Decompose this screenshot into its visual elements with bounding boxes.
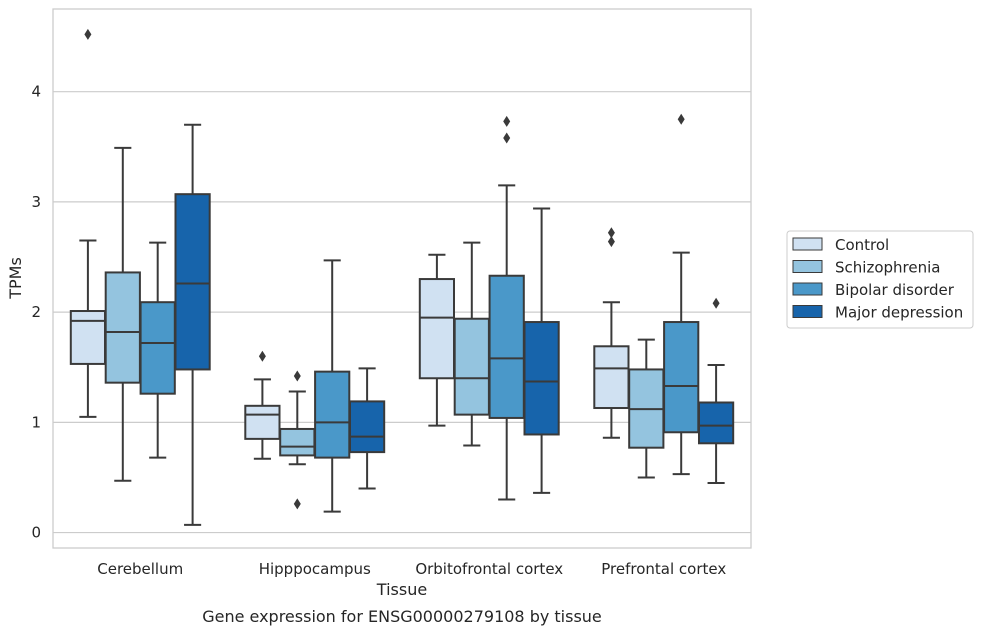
box-bipolar-disorder xyxy=(139,241,176,459)
legend-item: Bipolar disorder xyxy=(792,281,955,299)
iqr-box xyxy=(593,345,630,410)
legend-swatch xyxy=(792,282,823,296)
outlier-point xyxy=(712,297,720,309)
outlier-point xyxy=(293,370,301,382)
box-layer xyxy=(69,28,735,526)
x-axis-title: Tissue xyxy=(376,580,427,599)
iqr-box xyxy=(348,400,386,454)
iqr-box xyxy=(244,404,281,440)
legend-item: Schizophrenia xyxy=(792,259,940,277)
box-control xyxy=(244,350,281,460)
box-bipolar-disorder xyxy=(314,259,351,513)
iqr-box xyxy=(104,271,141,384)
box-schizophrenia xyxy=(453,241,490,447)
x-tick-label: Prefrontal cortex xyxy=(601,560,726,578)
outlier-point xyxy=(293,498,301,510)
box-schizophrenia xyxy=(279,370,316,510)
y-tick-label: 3 xyxy=(31,193,41,211)
iqr-box xyxy=(139,301,176,395)
figure-caption: Gene expression for ENSG00000279108 by t… xyxy=(202,607,602,626)
tick-layer: 0 1 2 3 4 Cerebellum Hipppocampus Orbitofrontal… xyxy=(31,83,726,578)
iqr-box xyxy=(314,370,351,459)
legend-label: Control xyxy=(835,236,889,254)
plot-frame xyxy=(52,8,752,549)
legend-swatch xyxy=(792,260,823,273)
outlier-point xyxy=(607,236,615,248)
iqr-box xyxy=(663,321,700,434)
legend-label: Bipolar disorder xyxy=(835,281,955,299)
y-tick-label: 1 xyxy=(31,413,41,431)
box-bipolar-disorder xyxy=(663,113,700,476)
box-bipolar-disorder xyxy=(488,115,525,501)
box-major-depression xyxy=(174,123,211,526)
outlier-point xyxy=(258,350,266,362)
legend-item: Control xyxy=(792,236,889,254)
legend-item: Major depression xyxy=(792,304,963,322)
iqr-box xyxy=(174,193,211,371)
outlier-point xyxy=(503,132,511,144)
y-tick-label: 2 xyxy=(31,303,41,321)
legend-label: Schizophrenia xyxy=(835,259,940,277)
iqr-box xyxy=(453,317,490,416)
box-control xyxy=(418,253,456,427)
legend-swatch xyxy=(792,237,823,251)
outlier-point xyxy=(677,113,685,125)
box-control xyxy=(69,28,107,418)
outlier-point xyxy=(503,115,511,127)
box-major-depression xyxy=(348,367,386,490)
legend: Control Schizophrenia Bipolar disorder Majo… xyxy=(786,230,974,329)
box-schizophrenia xyxy=(104,146,141,482)
box-major-depression xyxy=(697,297,735,484)
y-axis-title: TPMs xyxy=(6,257,25,300)
outlier-point xyxy=(84,28,92,40)
iqr-box xyxy=(279,427,316,457)
iqr-box xyxy=(697,401,735,445)
legend-label: Major depression xyxy=(835,304,963,322)
box-schizophrenia xyxy=(628,338,665,479)
iqr-box xyxy=(418,278,456,380)
iqr-box xyxy=(488,274,525,419)
y-tick-label: 0 xyxy=(31,524,41,542)
box-major-depression xyxy=(523,207,560,494)
iqr-box xyxy=(69,310,107,365)
outlier-point xyxy=(607,227,615,239)
x-tick-label: Hipppocampus xyxy=(259,560,371,578)
y-tick-label: 4 xyxy=(31,83,41,101)
iqr-box xyxy=(523,321,560,436)
x-tick-label: Cerebellum xyxy=(97,560,183,578)
box-control xyxy=(593,227,630,439)
legend-swatch xyxy=(792,305,823,318)
x-tick-label: Orbitofrontal cortex xyxy=(415,560,563,578)
legend-frame xyxy=(786,230,974,329)
